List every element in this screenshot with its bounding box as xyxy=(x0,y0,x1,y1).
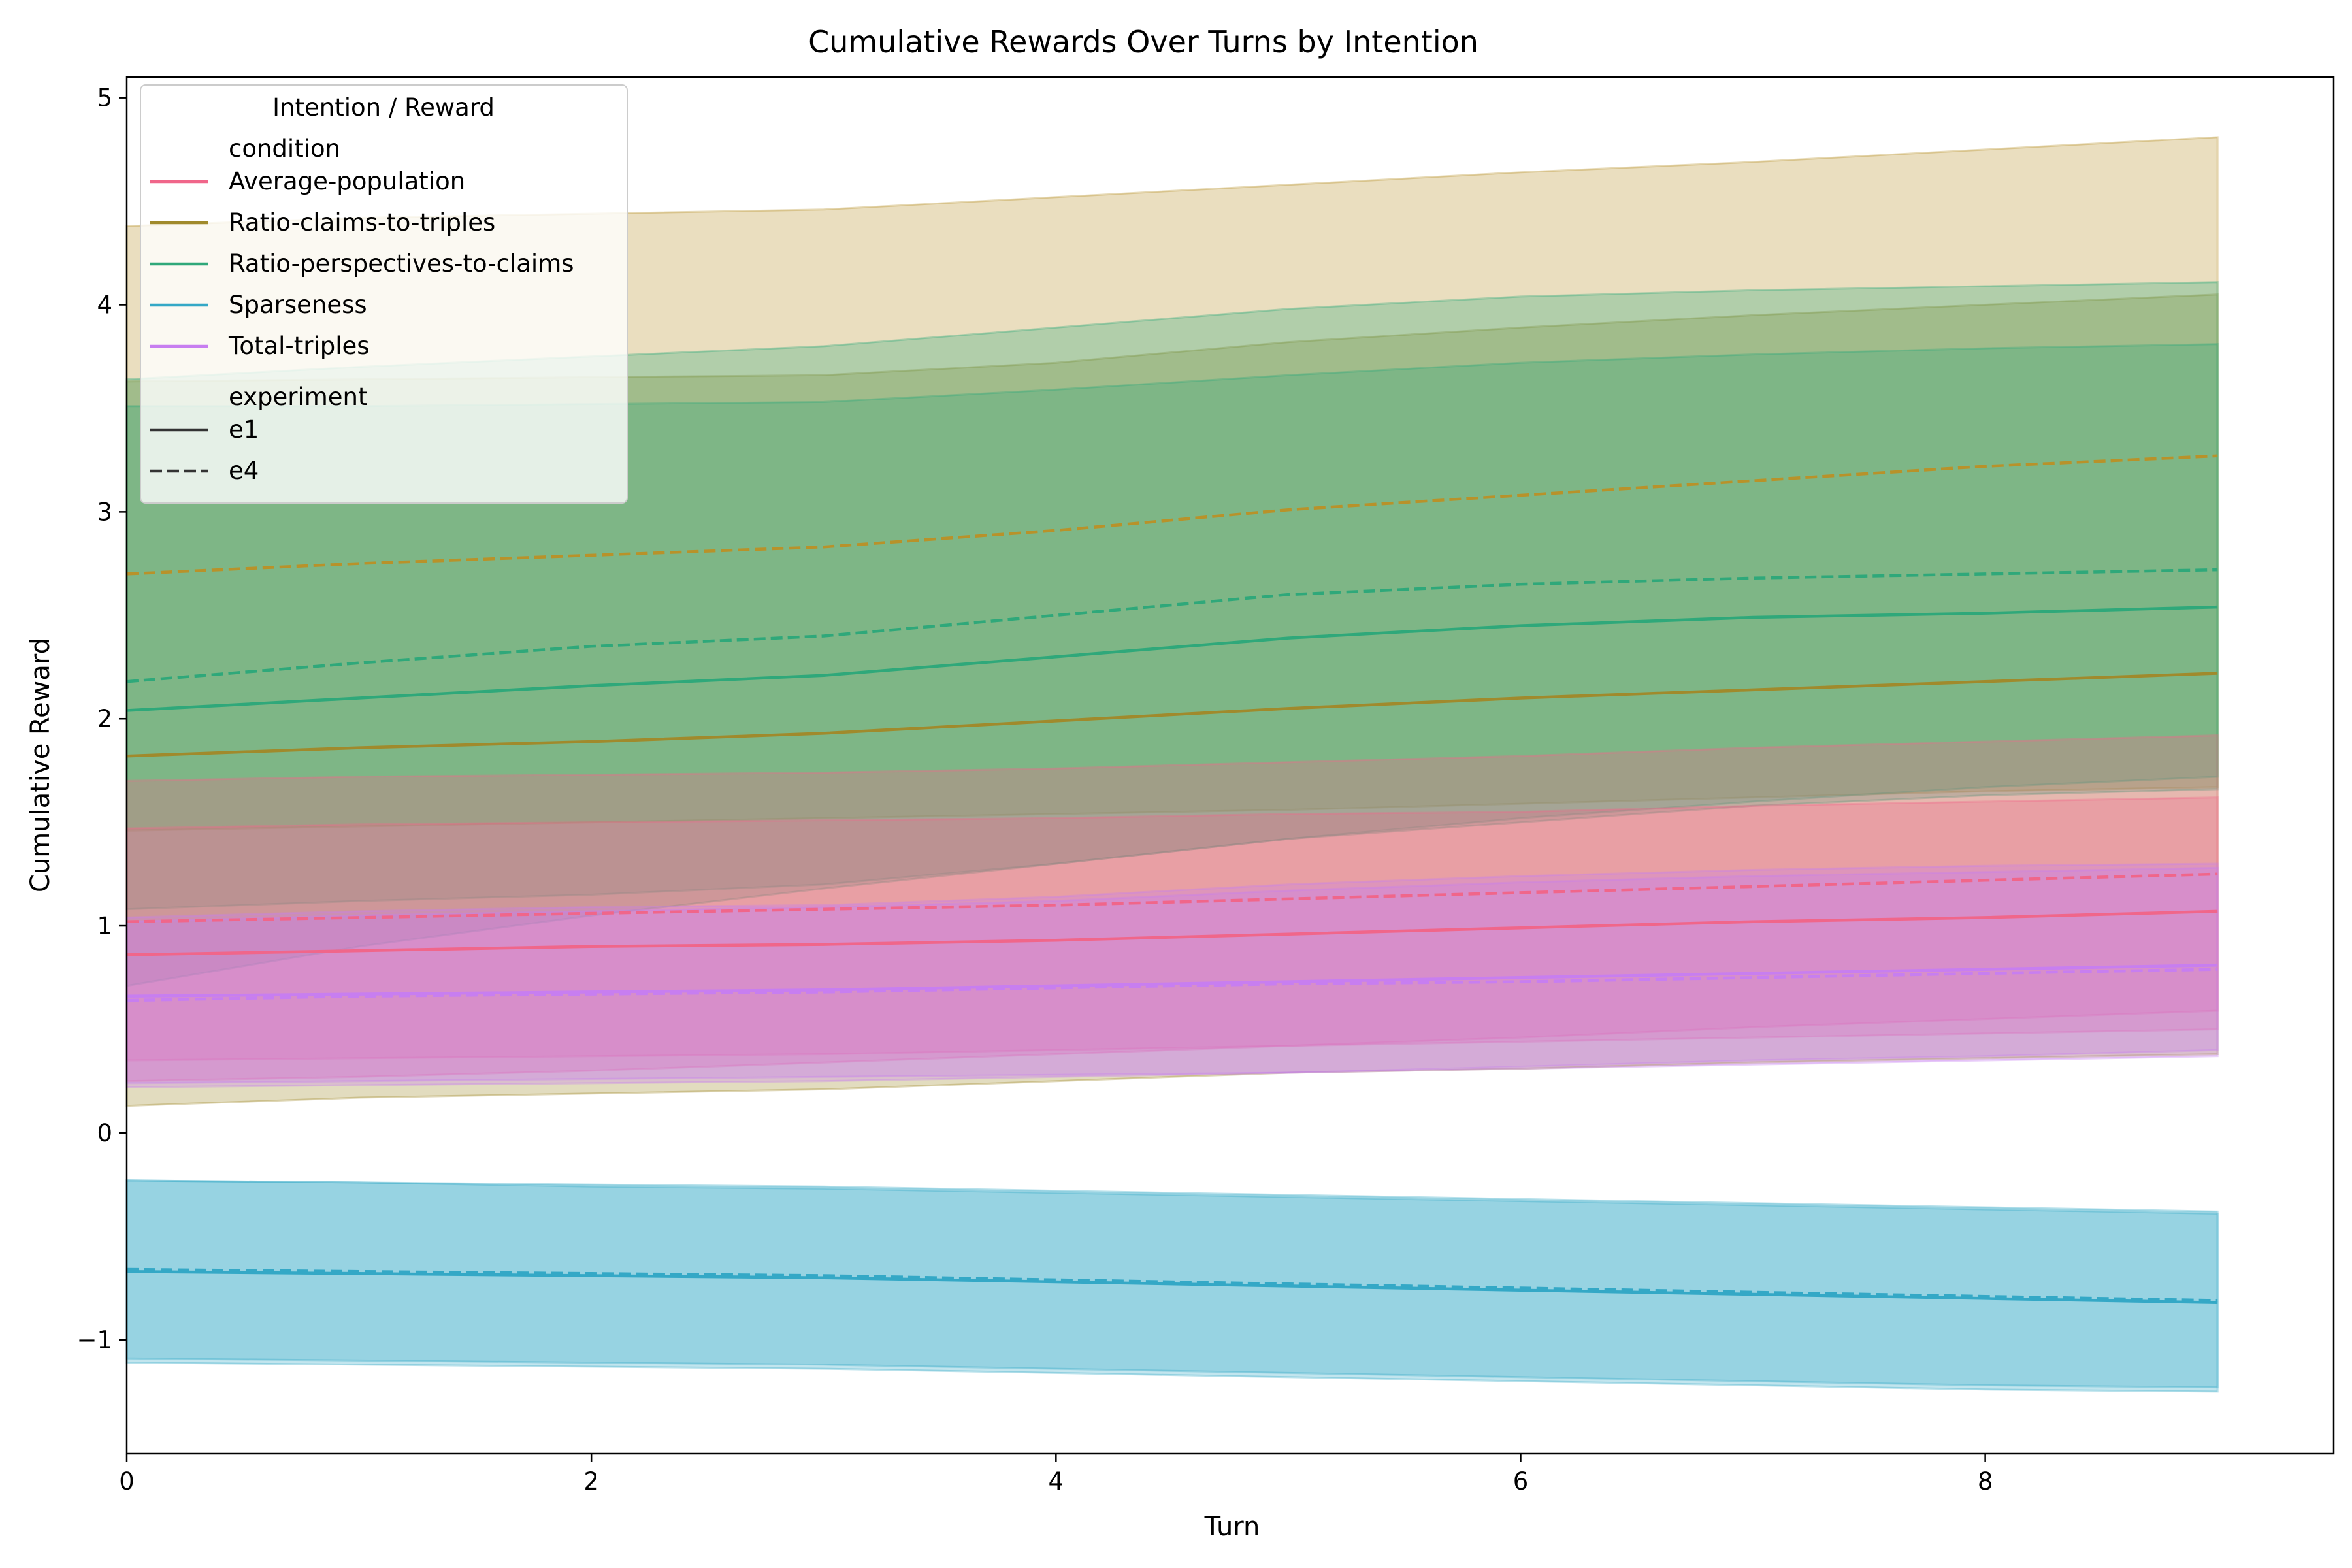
legend-style-header: experiment xyxy=(229,383,368,411)
legend-hue-header: condition xyxy=(229,135,340,163)
band-ratio-claims-to-triples-e1 xyxy=(125,293,2219,1107)
band-average-population-e4 xyxy=(125,734,2219,1083)
y-tick-label: 1 xyxy=(97,912,112,940)
y-axis-label: Cumulative Reward xyxy=(25,638,56,892)
legend-label-sparseness: Sparseness xyxy=(229,291,367,319)
line-ratio-claims-to-triples-e4 xyxy=(126,454,2218,576)
band-average-population-e1 xyxy=(125,796,2219,1062)
legend-label-e1: e1 xyxy=(229,416,259,444)
band-ratio-claims-to-triples-e4 xyxy=(125,136,2219,832)
legend-frame xyxy=(140,84,628,504)
x-tick-label: 2 xyxy=(583,1467,599,1495)
band-ratio-perspectives-to-claims-e4 xyxy=(125,281,2219,987)
legend-entries: Average-population Ratio-claims-to-triple… xyxy=(150,167,574,485)
band-total-triples-e1 xyxy=(125,862,2219,1085)
y-tick-label: 2 xyxy=(97,705,112,733)
series-lines xyxy=(126,454,2218,1304)
line-sparseness-e1 xyxy=(126,1269,2218,1304)
legend-title: Intention / Reward xyxy=(272,93,495,122)
y-tick-label: 5 xyxy=(97,84,112,112)
legend-label-total-triples: Total-triples xyxy=(228,332,370,360)
band-sparseness-e1 xyxy=(125,1179,2219,1393)
axes: 0 2 4 6 8 −1 0 1 2 3 4 5 xyxy=(76,76,2335,1495)
y-tick-label: −1 xyxy=(76,1326,112,1354)
line-total-triples-e1 xyxy=(126,964,2218,998)
x-tick-label: 8 xyxy=(1978,1467,1993,1495)
plot-frame xyxy=(125,76,2335,1455)
chart-title: Cumulative Rewards Over Turns by Intenti… xyxy=(808,24,1478,59)
x-tick-label: 6 xyxy=(1513,1467,1529,1495)
y-tick-label: 0 xyxy=(97,1119,112,1147)
legend: Intention / Reward condition experiment … xyxy=(140,84,628,504)
y-tick-label: 3 xyxy=(97,498,112,526)
x-axis-label: Turn xyxy=(1204,1512,1260,1542)
legend-label-ratio-perspectives-to-claims: Ratio-perspectives-to-claims xyxy=(229,250,574,278)
line-ratio-perspectives-to-claims-e1 xyxy=(126,605,2218,712)
x-tick-label: 0 xyxy=(119,1467,135,1495)
y-tick-label: 4 xyxy=(97,291,112,319)
line-average-population-e4 xyxy=(126,872,2218,923)
line-ratio-claims-to-triples-e1 xyxy=(126,672,2218,758)
legend-label-ratio-claims-to-triples: Ratio-claims-to-triples xyxy=(229,208,495,237)
legend-label-e4: e4 xyxy=(229,457,259,485)
line-sparseness-e4 xyxy=(126,1267,2218,1302)
line-ratio-perspectives-to-claims-e4 xyxy=(126,568,2218,683)
line-total-triples-e4 xyxy=(126,968,2218,1002)
line-average-population-e1 xyxy=(126,909,2218,956)
x-tick-label: 4 xyxy=(1049,1467,1064,1495)
confidence-bands xyxy=(125,136,2219,1393)
legend-label-average-population: Average-population xyxy=(229,167,465,195)
